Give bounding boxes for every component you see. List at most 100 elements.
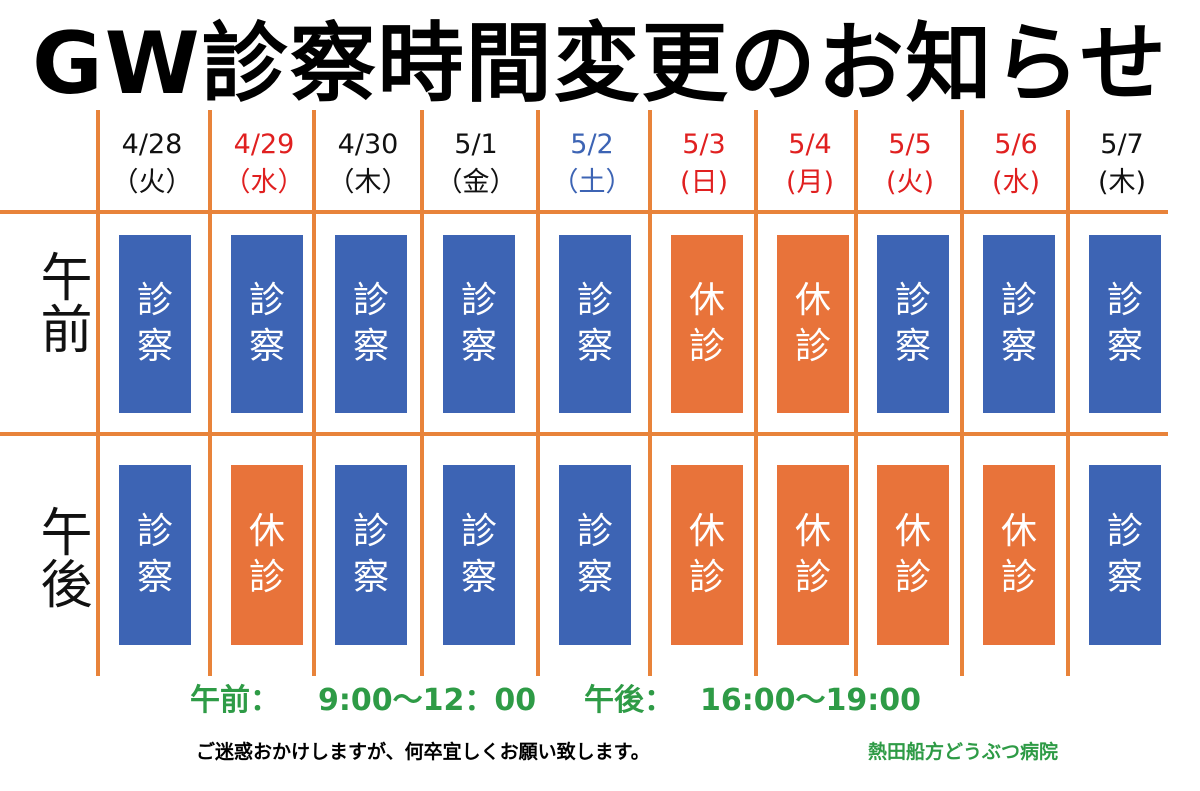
business-hours: 午前： 9:00〜12：00 午後： 16:00〜19:00 (0, 678, 1200, 724)
grid-vertical-line (754, 110, 758, 676)
cell-char: 察 (576, 326, 613, 367)
day-date: 4/29 (233, 129, 295, 160)
cell-char: 察 (1106, 326, 1143, 367)
cell-char: 察 (136, 326, 173, 367)
cell-char: 察 (136, 557, 173, 598)
grid-horizontal-line (0, 432, 1168, 436)
afternoon-closed-cell: 休診 (231, 465, 303, 645)
morning-open-cell: 診察 (983, 235, 1055, 413)
day-weekday: (水) (991, 167, 1041, 198)
cell-char: 診 (248, 280, 285, 321)
day-weekday: (火) (885, 167, 935, 198)
morning-open-cell: 診察 (1089, 235, 1161, 413)
morning-open-cell: 診察 (231, 235, 303, 413)
cell-char: 診 (136, 511, 173, 552)
grid-horizontal-line (0, 210, 1168, 214)
cell-char: 察 (1000, 326, 1037, 367)
cell-char: 診 (688, 557, 725, 598)
day-header: 5/7 (木) (1068, 126, 1176, 202)
cell-char: 診 (1000, 280, 1037, 321)
day-date: 5/1 (454, 129, 498, 160)
grid-vertical-line (208, 110, 212, 676)
grid-vertical-line (1066, 110, 1070, 676)
cell-char: 休 (688, 280, 725, 321)
grid-vertical-line (854, 110, 858, 676)
cell-char: 察 (460, 326, 497, 367)
day-weekday: （水） (223, 167, 305, 198)
afternoon-closed-cell: 休診 (777, 465, 849, 645)
morning-hours-label: 午前： (190, 683, 280, 718)
afternoon-open-cell: 診察 (119, 465, 191, 645)
afternoon-open-cell: 診察 (335, 465, 407, 645)
day-weekday: （火） (111, 167, 193, 198)
day-date: 5/5 (888, 129, 932, 160)
day-header: 4/30 （木） (314, 126, 422, 202)
day-weekday: （木） (327, 167, 409, 198)
morning-open-cell: 診察 (335, 235, 407, 413)
cell-char: 診 (1106, 280, 1143, 321)
day-header: 4/29 （水） (210, 126, 318, 202)
grid-vertical-line (536, 110, 540, 676)
day-date: 4/28 (121, 129, 183, 160)
afternoon-hours-time: 16:00〜19:00 (700, 683, 921, 718)
afternoon-closed-cell: 休診 (877, 465, 949, 645)
cell-char: 診 (894, 280, 931, 321)
morning-open-cell: 診察 (559, 235, 631, 413)
cell-char: 診 (1000, 557, 1037, 598)
cell-char: 察 (576, 557, 613, 598)
cell-char: 休 (794, 511, 831, 552)
afternoon-open-cell: 診察 (443, 465, 515, 645)
day-header: 5/1 （金） (422, 126, 530, 202)
morning-closed-cell: 休診 (671, 235, 743, 413)
cell-char: 察 (1106, 557, 1143, 598)
day-header: 5/6 (水) (962, 126, 1070, 202)
afternoon-open-cell: 診察 (559, 465, 631, 645)
afternoon-open-cell: 診察 (1089, 465, 1161, 645)
cell-char: 診 (894, 557, 931, 598)
cell-char: 診 (248, 557, 285, 598)
cell-char: 察 (460, 557, 497, 598)
cell-char: 診 (352, 280, 389, 321)
cell-char: 休 (794, 280, 831, 321)
cell-char: 診 (352, 511, 389, 552)
cell-char: 診 (688, 326, 725, 367)
morning-open-cell: 診察 (119, 235, 191, 413)
cell-char: 診 (1106, 511, 1143, 552)
day-date: 5/2 (570, 129, 614, 160)
cell-char: 察 (352, 326, 389, 367)
afternoon-hours-label: 午後： (584, 683, 674, 718)
day-date: 4/30 (337, 129, 399, 160)
grid-vertical-line (960, 110, 964, 676)
clinic-name: 熱田船方どうぶつ病院 (868, 741, 1059, 763)
day-date: 5/7 (1100, 129, 1144, 160)
cell-char: 察 (352, 557, 389, 598)
morning-hours-time: 9:00〜12：00 (318, 683, 537, 718)
cell-char: 察 (248, 326, 285, 367)
cell-char: 休 (248, 511, 285, 552)
cell-char: 察 (894, 326, 931, 367)
cell-char: 診 (794, 557, 831, 598)
afternoon-closed-cell: 休診 (983, 465, 1055, 645)
cell-char: 休 (894, 511, 931, 552)
day-header: 5/5 (火) (856, 126, 964, 202)
day-header: 4/28 （火） (98, 126, 206, 202)
grid-vertical-line (96, 110, 100, 676)
cell-char: 休 (1000, 511, 1037, 552)
grid-vertical-line (420, 110, 424, 676)
day-date: 5/4 (788, 129, 832, 160)
morning-open-cell: 診察 (443, 235, 515, 413)
day-header: 5/3 (日) (650, 126, 758, 202)
day-header: 5/2 （土） (538, 126, 646, 202)
grid-vertical-line (312, 110, 316, 676)
grid-vertical-line (648, 110, 652, 676)
cell-char: 休 (688, 511, 725, 552)
cell-char: 診 (576, 280, 613, 321)
day-date: 5/6 (994, 129, 1038, 160)
day-header: 5/4 (月) (756, 126, 864, 202)
cell-char: 診 (460, 280, 497, 321)
cell-char: 診 (794, 326, 831, 367)
morning-closed-cell: 休診 (777, 235, 849, 413)
cell-char: 診 (460, 511, 497, 552)
row-label-morning: 午前 (31, 250, 91, 354)
